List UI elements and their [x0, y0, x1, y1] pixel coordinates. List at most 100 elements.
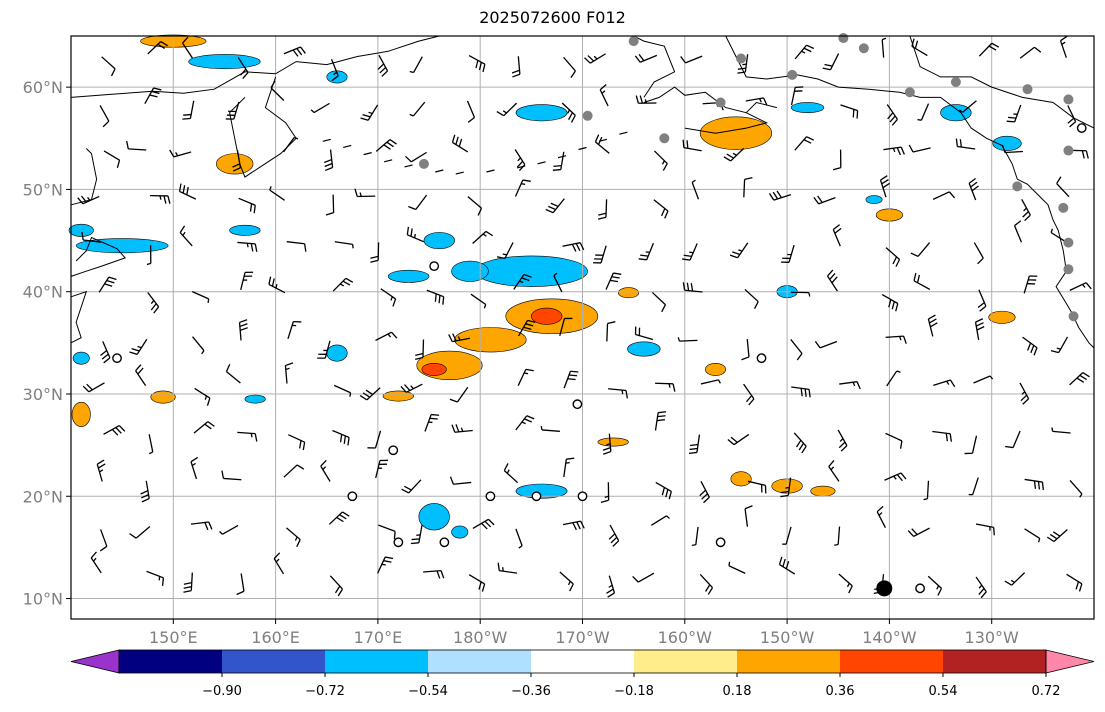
barb-flag [115, 427, 122, 434]
wind-barb [147, 40, 168, 55]
barb-flag [895, 303, 899, 312]
field-patch [810, 485, 836, 497]
coastline [633, 35, 676, 98]
wind-barb [975, 523, 995, 536]
barb-staff [884, 472, 902, 481]
barb-flag [254, 243, 258, 252]
barb-staff [840, 104, 858, 112]
barb-staff [683, 147, 702, 152]
wind-barb [632, 572, 655, 583]
barb-flag [110, 68, 116, 77]
barb-flag [77, 197, 84, 205]
wind-barb [743, 176, 753, 198]
barb-flag [976, 326, 985, 331]
wind-barb [468, 574, 486, 592]
wind-barb [727, 433, 750, 446]
barb-staff [839, 381, 858, 385]
field-patch [387, 269, 430, 283]
barb-flag [598, 212, 607, 216]
barb-staff [467, 196, 482, 209]
barb-flag [481, 522, 488, 530]
wind-barb [1024, 528, 1041, 543]
island [383, 159, 393, 163]
wind-barb [911, 38, 928, 57]
barb-flag [917, 118, 922, 121]
barb-flag [570, 115, 576, 123]
wind-barb [608, 524, 620, 547]
barb-flag [80, 195, 87, 203]
wind-barb [126, 140, 147, 151]
barb-staff [1052, 430, 1071, 434]
coastline [745, 101, 778, 114]
barb-staff [1019, 46, 1035, 59]
barb-staff [96, 464, 103, 482]
barb-staff [646, 242, 655, 261]
gray-station-dot [736, 53, 747, 64]
barb-flag [902, 335, 907, 344]
barb-flag [975, 318, 984, 323]
wind-barb [1066, 573, 1083, 592]
barb-staff [608, 575, 616, 594]
field-patch [188, 54, 261, 70]
wind-barb [1019, 382, 1030, 405]
barb-flag [907, 530, 915, 537]
wind-barb [598, 199, 608, 220]
barb-flag [744, 176, 753, 180]
barb-flag [817, 195, 823, 203]
barb-flag [436, 570, 441, 579]
field-patch [451, 260, 489, 282]
wind-barb [1021, 199, 1031, 222]
wind-barb [691, 179, 700, 200]
barb-staff [222, 524, 239, 535]
island [343, 144, 352, 149]
barb-flag [666, 515, 670, 520]
barb-staff [1021, 199, 1031, 216]
barb-flag [129, 351, 138, 356]
barb-flag [268, 276, 272, 285]
barb-staff [791, 386, 810, 391]
wind-barb [682, 139, 702, 152]
barb-staff [973, 375, 991, 384]
barb-flag [600, 499, 609, 504]
barb-flag [806, 44, 815, 50]
wind-barb [885, 247, 901, 267]
barb-flag [738, 249, 743, 252]
barb-flag [250, 243, 254, 252]
colorbar-label: −0.36 [511, 684, 551, 699]
wind-barb [514, 179, 531, 197]
wind-barb [794, 136, 815, 151]
barb-staff [472, 230, 487, 244]
wind-barb [688, 434, 701, 455]
barb-flag [896, 370, 901, 373]
barb-flag [273, 552, 281, 559]
wind-barb [451, 424, 473, 433]
barb-flag [381, 563, 386, 566]
barb-staff [273, 558, 285, 575]
barb-staff [743, 383, 755, 400]
wind-barb [237, 431, 258, 442]
barb-staff [787, 477, 792, 496]
gray-station-dot [715, 97, 726, 108]
barb-flag [946, 380, 950, 385]
wind-barb [791, 386, 811, 398]
wind-barb [82, 382, 105, 393]
barb-staff [879, 179, 887, 198]
barb-staff [790, 339, 803, 354]
barb-staff [1019, 382, 1030, 400]
barb-staff [883, 146, 902, 151]
barb-flag [840, 445, 848, 452]
barb-flag [521, 277, 530, 282]
barb-flag [496, 111, 505, 117]
barb-staff [829, 53, 840, 70]
barb-flag [484, 520, 492, 528]
barb-flag [892, 256, 898, 265]
barb-flag [891, 118, 898, 126]
wind-barb [737, 54, 749, 74]
wind-barb [606, 575, 616, 598]
barb-flag [135, 364, 142, 372]
barb-flag [923, 498, 928, 501]
barb-staff [182, 42, 194, 59]
barb-flag [392, 298, 397, 307]
field-patch [215, 153, 254, 175]
barb-flag [339, 514, 347, 520]
